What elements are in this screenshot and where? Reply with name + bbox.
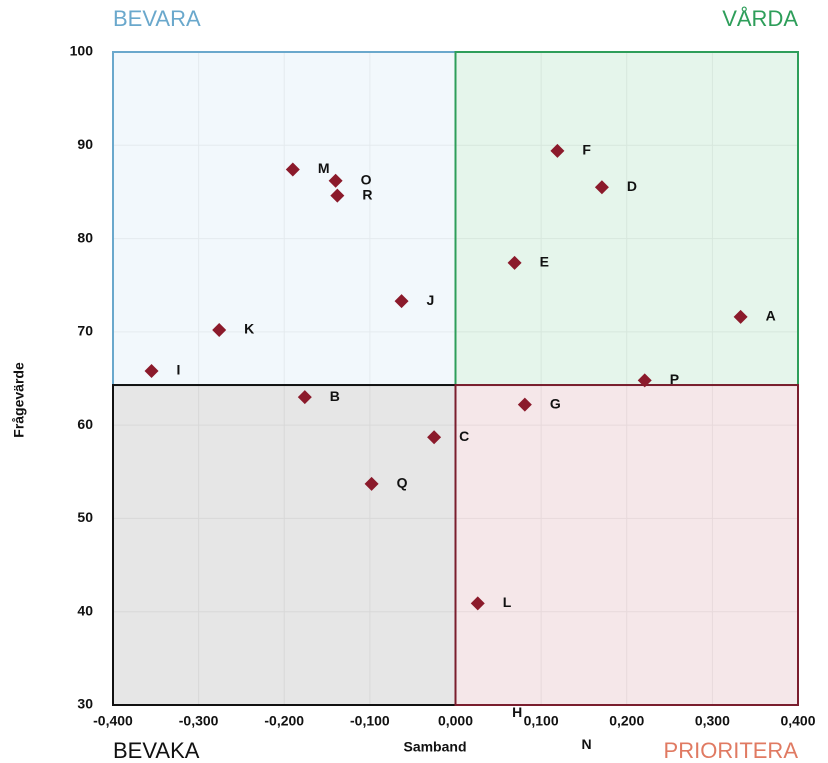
point-label: M xyxy=(318,160,330,176)
y-tick-label: 40 xyxy=(77,602,93,618)
y-axis-label: Frågevärde xyxy=(11,362,27,438)
point xyxy=(144,364,159,379)
point xyxy=(470,596,485,611)
point xyxy=(507,255,522,270)
x-tick-label: 0,200 xyxy=(609,713,644,729)
point-label: G xyxy=(550,395,561,411)
quadrant-label: BEVARA xyxy=(113,6,201,31)
point-label: K xyxy=(244,321,254,337)
y-tick-label: 70 xyxy=(77,323,93,339)
point-label: N xyxy=(582,736,592,752)
quadrant xyxy=(454,384,799,706)
quadrant xyxy=(112,384,457,706)
point-label: R xyxy=(362,186,372,202)
y-tick-label: 90 xyxy=(77,136,93,152)
x-tick-label: 0,400 xyxy=(780,713,815,729)
point-label: C xyxy=(459,428,469,444)
y-tick-label: 30 xyxy=(77,696,93,712)
y-tick-label: 60 xyxy=(77,416,93,432)
point-label: A xyxy=(766,308,776,324)
point-label: E xyxy=(540,254,549,270)
point-label: L xyxy=(503,594,512,610)
quadrant xyxy=(454,51,799,387)
x-tick-label: -0,300 xyxy=(179,713,219,729)
point xyxy=(550,738,564,752)
point-label: B xyxy=(330,388,340,404)
point-label: O xyxy=(361,171,372,187)
point-label: I xyxy=(177,362,181,378)
point-label: H xyxy=(512,704,522,720)
x-tick-label: 0,000 xyxy=(438,713,473,729)
x-tick-label: 0,100 xyxy=(524,713,559,729)
quadrant-label: VÅRDA xyxy=(722,6,798,31)
point xyxy=(637,373,652,388)
y-tick-label: 50 xyxy=(77,509,93,525)
quadrant-label: PRIORITERA xyxy=(664,738,799,763)
point-label: P xyxy=(670,371,679,387)
point xyxy=(297,390,312,405)
y-tick-label: 100 xyxy=(70,43,94,59)
point xyxy=(517,397,532,412)
point xyxy=(394,294,409,309)
point xyxy=(328,173,343,188)
point xyxy=(212,322,227,337)
point xyxy=(550,143,565,158)
point-label: F xyxy=(582,142,591,158)
quadrant xyxy=(112,51,457,387)
x-tick-label: -0,100 xyxy=(350,713,390,729)
point xyxy=(480,706,494,720)
point-label: J xyxy=(427,292,435,308)
point xyxy=(285,162,300,177)
x-tick-label: -0,200 xyxy=(264,713,304,729)
quadrant-label: BEVAKA xyxy=(113,738,200,763)
point xyxy=(330,188,345,203)
point xyxy=(427,430,442,445)
point xyxy=(594,180,609,195)
x-tick-label: -0,400 xyxy=(93,713,133,729)
points xyxy=(144,143,748,752)
point xyxy=(364,476,379,491)
x-axis-label: Samband xyxy=(403,739,466,755)
point xyxy=(733,309,748,324)
y-tick-label: 80 xyxy=(77,229,93,245)
point-label: Q xyxy=(397,475,408,491)
point-label: D xyxy=(627,178,637,194)
x-tick-label: 0,300 xyxy=(695,713,730,729)
